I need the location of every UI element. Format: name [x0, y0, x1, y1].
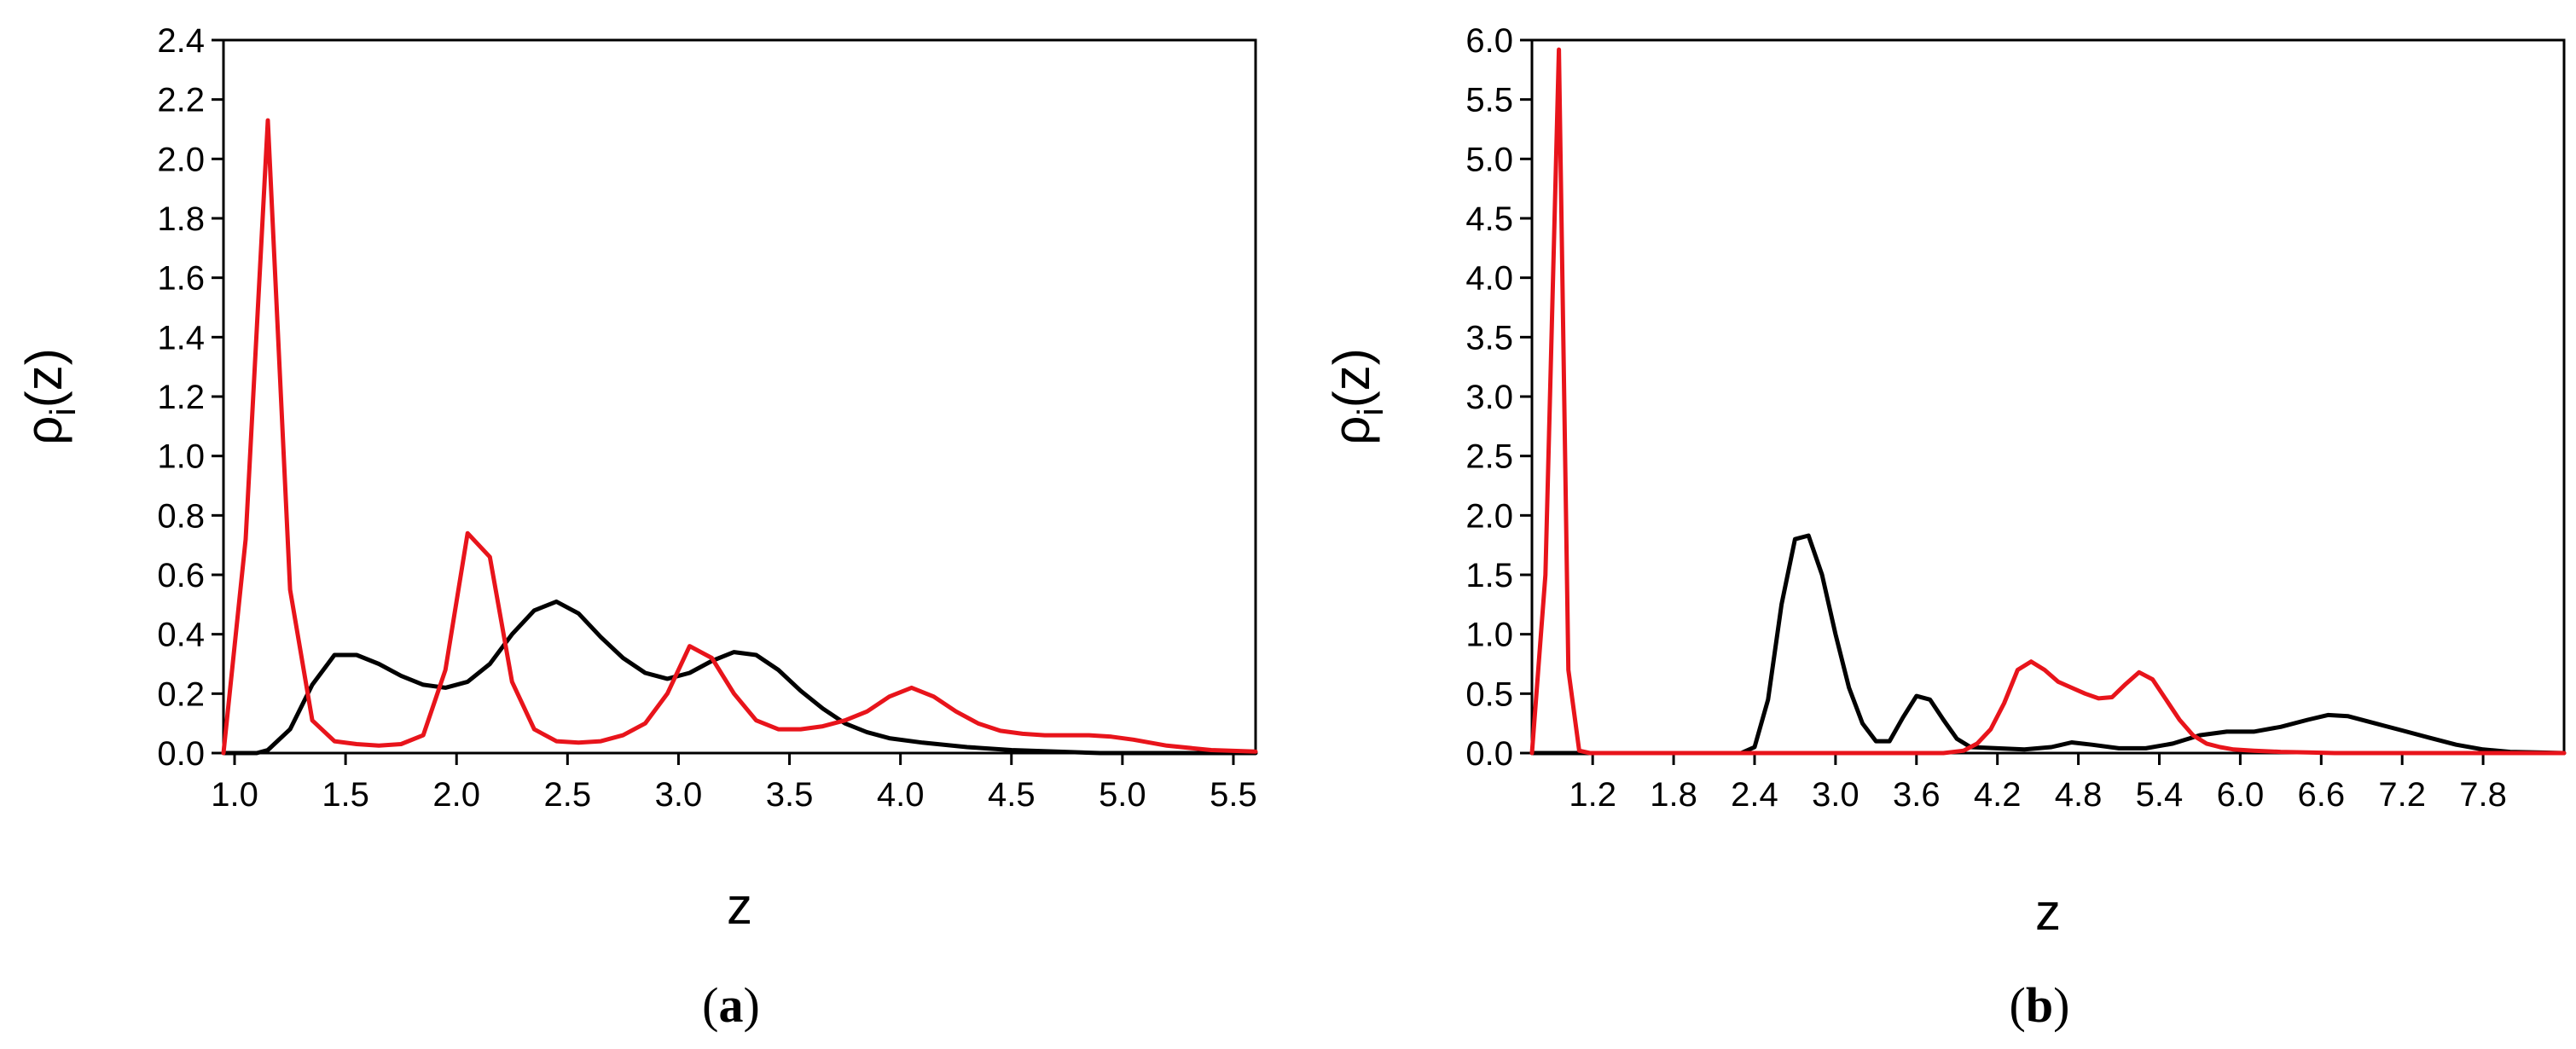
y-axis-label: ρi(z) — [1323, 348, 1390, 444]
y-tick-label: 5.5 — [1465, 82, 1513, 119]
x-tick-label: 5.4 — [2136, 776, 2184, 814]
x-tick-label: 3.0 — [1812, 776, 1859, 814]
plot-frame — [222, 38, 1257, 755]
chart-panel-b: 0.0 0.5 1.0 1.5 2.0 2.5 3.0 3.5 4.0 4.5 5.0 5.5 6.0 1… — [1323, 22, 2567, 1033]
x-tick-label: 4.8 — [2055, 776, 2103, 814]
y-tick-label: 2.0 — [1465, 497, 1513, 535]
x-tick-label: 1.8 — [1650, 776, 1697, 814]
panel-label-letter: a — [719, 977, 744, 1033]
x-tick-label: 3.5 — [766, 776, 814, 814]
x-tick-label: 1.5 — [322, 776, 369, 814]
y-axis-label-symbol: ρ — [15, 416, 73, 445]
y-tick-label: 3.0 — [1465, 379, 1513, 416]
y-tick-label: 0.2 — [157, 675, 205, 713]
y-tick-label: 2.0 — [157, 141, 205, 178]
y-tick-label: 0.0 — [1465, 735, 1513, 773]
y-tick-label: 6.0 — [1465, 22, 1513, 60]
y-axis-label-symbol: ρ — [1323, 416, 1380, 445]
x-tick-label: 1.2 — [1569, 776, 1616, 814]
y-tick-label: 0.8 — [157, 497, 205, 535]
x-axis-label: z — [2035, 884, 2061, 941]
x-tick-label: 5.0 — [1099, 776, 1146, 814]
y-tick-label: 3.5 — [1465, 319, 1513, 356]
y-tick-label: 0.5 — [1465, 675, 1513, 713]
y-tick-label: 0.4 — [157, 617, 205, 654]
x-tick-label: 2.5 — [544, 776, 592, 814]
panel-label: (a) — [702, 977, 760, 1033]
y-tick-label: 2.2 — [157, 82, 205, 119]
y-axis-label: ρi(z) — [15, 348, 83, 444]
x-tick-label: 5.5 — [1210, 776, 1257, 814]
y-tick-label: 1.0 — [157, 438, 205, 476]
x-tick-label: 2.4 — [1731, 776, 1778, 814]
y-tick-label: 2.4 — [157, 22, 205, 60]
y-tick-label: 1.4 — [157, 319, 205, 356]
series-line-red — [1529, 47, 2567, 756]
y-tick-label: 1.2 — [157, 379, 205, 416]
x-tick-label: 7.8 — [2459, 776, 2507, 814]
y-tick-label: 1.6 — [157, 260, 205, 298]
y-tick-label: 5.0 — [1465, 141, 1513, 178]
x-tick-label: 7.2 — [2378, 776, 2426, 814]
x-tick-label: 6.0 — [2217, 776, 2265, 814]
y-axis-label-arg: (z) — [1323, 348, 1380, 408]
y-axis-label-subscript: i — [43, 408, 83, 415]
panel-label-open-paren: ( — [2010, 977, 2026, 1033]
y-tick-label: 4.5 — [1465, 200, 1513, 238]
y-axis-label-subscript: i — [1350, 408, 1390, 415]
panel-label-close-paren: ) — [2053, 977, 2069, 1033]
y-tick-label: 0.6 — [157, 557, 205, 594]
panel-label-letter: b — [2026, 977, 2053, 1033]
series-line-red — [221, 118, 1258, 756]
series-line-black — [1529, 533, 2567, 756]
x-tick-label: 1.0 — [211, 776, 258, 814]
x-tick-label: 4.2 — [1974, 776, 2022, 814]
x-tick-label: 4.5 — [988, 776, 1036, 814]
x-tick-label: 3.6 — [1893, 776, 1941, 814]
y-tick-label: 2.5 — [1465, 438, 1513, 476]
y-tick-label: 1.5 — [1465, 557, 1513, 594]
panel-label: (b) — [2010, 977, 2070, 1033]
panel-label-close-paren: ) — [744, 977, 760, 1033]
y-tick-label: 4.0 — [1465, 260, 1513, 298]
chart-panel-a: 0.0 0.2 0.4 0.6 0.8 1.0 1.2 1.4 1.6 1.8 2.0 2.2 2.4 1… — [15, 22, 1258, 1033]
x-tick-label: 2.0 — [432, 776, 480, 814]
plot-frame — [1530, 38, 2566, 755]
y-tick-label: 1.0 — [1465, 617, 1513, 654]
x-axis-label: z — [727, 878, 752, 935]
x-tick-label: 4.0 — [877, 776, 925, 814]
y-tick-label: 0.0 — [157, 735, 205, 773]
x-tick-label: 3.0 — [655, 776, 703, 814]
y-axis-label-arg: (z) — [15, 348, 73, 408]
panel-label-open-paren: ( — [702, 977, 718, 1033]
y-tick-label: 1.8 — [157, 200, 205, 238]
series-line-black — [221, 599, 1258, 756]
x-tick-label: 6.6 — [2297, 776, 2345, 814]
